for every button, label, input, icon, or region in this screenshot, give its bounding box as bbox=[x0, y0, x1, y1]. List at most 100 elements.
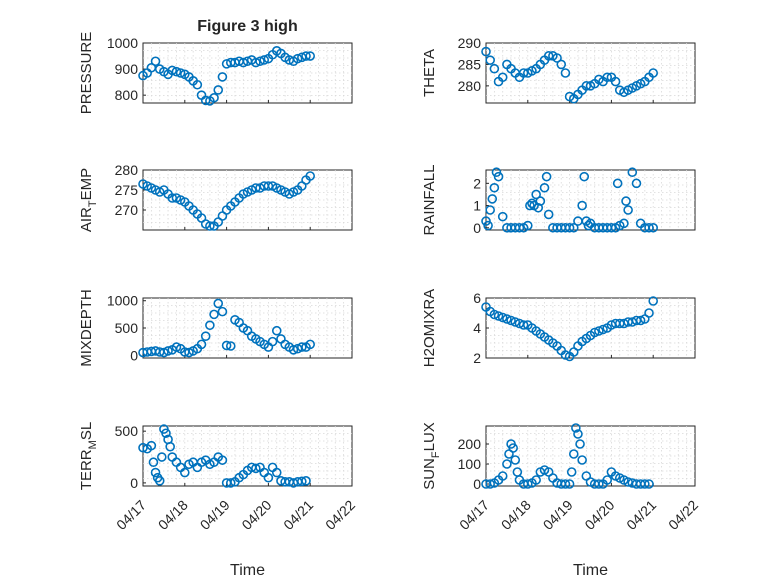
data-point bbox=[213, 85, 224, 95]
y-tick-label: 2 bbox=[473, 350, 481, 366]
data-point bbox=[606, 222, 617, 233]
chart-title: Figure 3 high bbox=[197, 18, 297, 35]
data-point bbox=[305, 339, 316, 350]
data-point bbox=[217, 72, 228, 82]
data-point bbox=[579, 171, 590, 182]
data-point bbox=[577, 455, 587, 465]
data-point bbox=[485, 479, 495, 489]
data-point bbox=[301, 476, 311, 486]
y-tick-label: 290 bbox=[458, 35, 482, 51]
data-point bbox=[648, 222, 659, 233]
data-point bbox=[525, 200, 535, 211]
y-axis-label: SUNFLUX bbox=[421, 422, 442, 490]
data-point bbox=[581, 81, 592, 91]
data-point bbox=[297, 342, 307, 352]
data-point bbox=[171, 342, 182, 352]
data-point bbox=[589, 327, 600, 338]
data-point bbox=[598, 324, 608, 335]
data-point bbox=[502, 459, 512, 469]
data-point bbox=[575, 439, 585, 449]
subplot-7: 0 500 TERRMSL 04/17 04/18 04/19 04/20 04/21 04/2… bbox=[78, 422, 358, 579]
data-series bbox=[138, 46, 316, 106]
y-tick-label: 275 bbox=[115, 182, 139, 198]
y-tick-label: 280 bbox=[115, 162, 139, 178]
data-point bbox=[508, 443, 518, 453]
y-tick-label: 285 bbox=[458, 56, 482, 72]
data-point bbox=[161, 428, 171, 439]
data-point bbox=[644, 222, 654, 233]
data-point bbox=[493, 171, 504, 182]
data-point bbox=[522, 479, 533, 489]
y-tick-label: 0 bbox=[473, 476, 481, 492]
data-point bbox=[518, 320, 529, 330]
x-tick-label: 04/19 bbox=[197, 497, 233, 533]
data-point bbox=[502, 314, 512, 324]
data-point bbox=[205, 221, 215, 231]
data-point bbox=[157, 452, 167, 462]
data-point bbox=[150, 56, 161, 67]
data-point bbox=[623, 205, 633, 215]
data-point bbox=[305, 171, 316, 181]
data-point bbox=[180, 467, 190, 478]
data-point bbox=[552, 53, 562, 63]
data-point bbox=[489, 63, 500, 74]
data-series bbox=[138, 424, 311, 488]
data-point bbox=[175, 68, 186, 78]
data-point bbox=[192, 79, 203, 90]
data-series bbox=[481, 167, 659, 233]
data-point bbox=[648, 296, 659, 306]
data-point bbox=[577, 200, 587, 211]
x-tick-label: 04/21 bbox=[623, 497, 659, 533]
y-tick-label: 4 bbox=[473, 320, 481, 336]
x-tick-label: 04/17 bbox=[456, 497, 492, 533]
data-point bbox=[225, 341, 236, 351]
data-point bbox=[543, 51, 554, 61]
y-tick-label: 270 bbox=[115, 202, 139, 218]
data-point bbox=[485, 205, 495, 215]
data-point bbox=[217, 306, 228, 317]
y-axis-label: PRESSURE bbox=[78, 32, 95, 115]
data-point bbox=[510, 317, 521, 327]
data-point bbox=[150, 467, 161, 478]
data-point bbox=[251, 463, 261, 474]
y-tick-label: 500 bbox=[115, 320, 139, 336]
data-point bbox=[167, 65, 178, 76]
y-tick-label: 900 bbox=[115, 61, 139, 77]
data-point bbox=[481, 216, 491, 226]
data-point bbox=[213, 298, 224, 309]
data-point bbox=[146, 440, 157, 451]
subplot-4: 0 1 2 RAINFALL bbox=[421, 165, 696, 236]
x-tick-label: 04/17 bbox=[113, 497, 149, 533]
y-tick-label: 0 bbox=[130, 475, 138, 491]
data-point bbox=[531, 475, 541, 485]
data-point bbox=[200, 331, 211, 341]
data-point bbox=[238, 57, 249, 68]
data-point bbox=[560, 350, 571, 360]
y-axis-label: AIRTEMP bbox=[78, 168, 99, 232]
data-point bbox=[489, 182, 500, 193]
subplot-2: 280 285 290 THETA bbox=[421, 35, 696, 104]
data-point bbox=[506, 315, 516, 326]
data-point bbox=[209, 92, 219, 103]
data-point bbox=[485, 55, 495, 65]
data-point bbox=[619, 218, 629, 229]
y-tick-label: 1 bbox=[473, 198, 481, 214]
data-point bbox=[594, 326, 604, 336]
y-tick-label: 2 bbox=[473, 175, 481, 191]
data-point bbox=[531, 189, 541, 200]
data-point bbox=[292, 53, 303, 64]
data-point bbox=[271, 467, 282, 478]
y-axis-label: THETA bbox=[421, 49, 438, 97]
data-point bbox=[518, 68, 529, 78]
data-point bbox=[644, 308, 654, 318]
y-tick-label: 0 bbox=[473, 220, 481, 236]
data-point bbox=[522, 220, 533, 231]
data-point bbox=[648, 68, 659, 78]
data-point bbox=[154, 476, 165, 486]
data-point bbox=[621, 196, 631, 206]
data-point bbox=[539, 182, 550, 193]
x-tick-label: 04/22 bbox=[665, 497, 701, 533]
y-axis-label: RAINFALL bbox=[421, 165, 438, 236]
